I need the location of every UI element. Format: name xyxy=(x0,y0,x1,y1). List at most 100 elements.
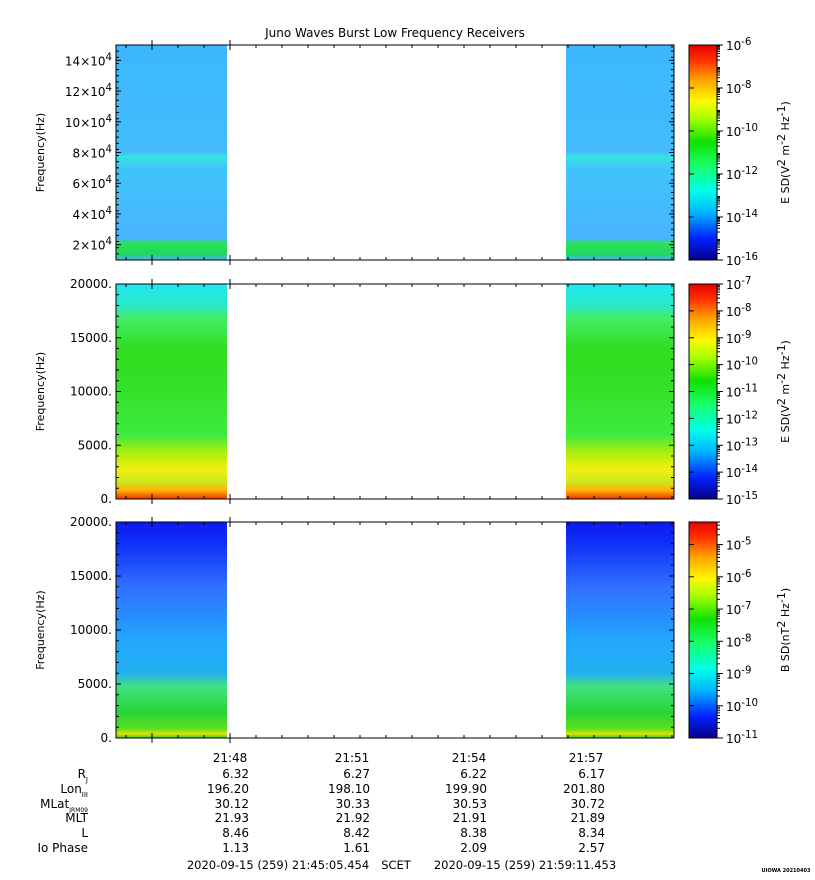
ephemeris-value: 30.53 xyxy=(453,797,487,811)
ephemeris-value: 198.10 xyxy=(328,782,370,796)
ephemeris-value: 30.72 xyxy=(571,797,605,811)
ephemeris-value: 1.61 xyxy=(343,841,370,855)
y-axis-label: Frequency(Hz) xyxy=(34,352,47,431)
colorbar-tick-label: 10-15 xyxy=(726,491,758,507)
y-tick-label: 12×104 xyxy=(65,83,112,99)
y-tick-label: 20000. xyxy=(70,515,112,529)
colorbar-tick-label: 10-14 xyxy=(726,209,758,225)
footer-stamp: UIOWA 20210403 xyxy=(762,868,811,874)
colorbar-tick-label: 10-6 xyxy=(726,569,751,585)
x-tick-label: 21:54 xyxy=(452,751,487,765)
figure-title: Juno Waves Burst Low Frequency Receivers xyxy=(264,26,525,40)
ephemeris-value: 8.46 xyxy=(222,826,249,840)
y-tick-label: 5000. xyxy=(78,677,112,691)
spectrogram-panel-top: 2×104 4×104 6×104 8×104 10×104 12×104 14×104 Fr… xyxy=(34,37,792,268)
y-tick-label: 10000. xyxy=(70,623,112,637)
spectrogram-data-block-1 xyxy=(116,284,227,499)
ephemeris-value: 201.80 xyxy=(563,782,605,796)
colorbar-label: B SD(nT2 Hz-1) xyxy=(775,588,792,672)
ephemeris-value: 30.33 xyxy=(336,797,370,811)
colorbar-tick-label: 10-8 xyxy=(726,633,751,649)
spectrogram-data-block-1 xyxy=(116,522,227,738)
panels: 2×104 4×104 6×104 8×104 10×104 12×104 14×104 Fr… xyxy=(34,37,792,746)
colorbar-scale xyxy=(688,521,718,739)
ephemeris-row-label: Io Phase xyxy=(37,841,88,855)
colorbar-tick-label: 10-12 xyxy=(726,166,758,182)
ephemeris-value: 2.09 xyxy=(460,841,487,855)
footer-scet-label: SCET xyxy=(381,858,412,872)
ephemeris-row: MLatJRM09 30.12 30.33 30.53 30.72 xyxy=(40,797,605,814)
y-tick-label: 15000. xyxy=(70,331,112,345)
colorbar-tick-label: 10-5 xyxy=(726,537,751,553)
colorbar-tick-label: 10-8 xyxy=(726,80,751,96)
colorbar-tick-label: 10-6 xyxy=(726,37,751,53)
colorbar-tick-label: 10-14 xyxy=(726,464,758,480)
colorbar-tick-label: 10-7 xyxy=(726,601,751,617)
y-tick-label: 8×104 xyxy=(73,145,112,161)
ephemeris-value: 21.92 xyxy=(336,811,370,825)
colorbar-tick-label: 10-10 xyxy=(726,123,758,139)
ephemeris-value: 21.93 xyxy=(215,811,249,825)
ephemeris-row: RJ 6.32 6.27 6.22 6.17 xyxy=(78,767,605,784)
spectrogram-data-block-2 xyxy=(566,522,674,738)
colorbar-tick-label: 10-13 xyxy=(726,437,758,453)
colorbar-tick-label: 10-11 xyxy=(726,730,758,746)
ephemeris-value: 6.22 xyxy=(460,767,487,781)
ephemeris-row-label: LonIII xyxy=(60,782,88,799)
x-tick-label: 21:48 xyxy=(213,751,248,765)
ephemeris-value: 199.90 xyxy=(445,782,487,796)
ephemeris-row: LonIII 196.20 198.10 199.90 201.80 xyxy=(60,782,605,799)
ephemeris-table: RJ 6.32 6.27 6.22 6.17 LonIII 196.20 198.10 199.… xyxy=(37,767,605,855)
ephemeris-value: 1.13 xyxy=(222,841,249,855)
footer-start-time: 2020-09-15 (259) 21:45:05.454 xyxy=(187,858,369,872)
y-tick-label: 5000. xyxy=(78,438,112,452)
y-tick-label: 20000. xyxy=(70,277,112,291)
ephemeris-value: 21.91 xyxy=(453,811,487,825)
ephemeris-row-label: MLatJRM09 xyxy=(40,797,88,814)
colorbar-tick-label: 10-10 xyxy=(726,698,758,714)
y-tick-label: 4×104 xyxy=(73,206,112,222)
colorbar-tick-label: 10-7 xyxy=(726,276,751,292)
ephemeris-row: Io Phase 1.13 1.61 2.09 2.57 xyxy=(37,841,605,855)
colorbar-tick-label: 10-12 xyxy=(726,410,758,426)
y-tick-label: 2×104 xyxy=(73,237,112,253)
ephemeris-value: 196.20 xyxy=(207,782,249,796)
spectrogram-data-block-2 xyxy=(566,284,674,499)
y-tick-label: 0. xyxy=(101,731,112,745)
ephemeris-value: 6.17 xyxy=(578,767,605,781)
y-tick-label: 10000. xyxy=(70,385,112,399)
ephemeris-row-label: L xyxy=(81,826,88,840)
colorbar: 10-7 10-8 10-9 10-10 10-11 10-12 10-13 10-14 10-… xyxy=(688,276,792,507)
ephemeris-value: 8.42 xyxy=(343,826,370,840)
ephemeris-row-label: RJ xyxy=(78,767,88,784)
x-tick-label: 21:51 xyxy=(335,751,370,765)
colorbar: 10-5 10-6 10-7 10-8 10-9 10-10 10-11 B SD(nT2 H… xyxy=(688,521,792,746)
y-tick-label: 15000. xyxy=(70,569,112,583)
spectrogram-panel-bottom: 0. 5000. 10000. 15000. 20000. Frequency(Hz) 10… xyxy=(34,515,792,746)
ephemeris-value: 6.27 xyxy=(343,767,370,781)
colorbar-tick-label: 10-16 xyxy=(726,252,758,268)
colorbar-tick-label: 10-9 xyxy=(726,666,751,682)
colorbar-tick-label: 10-9 xyxy=(726,330,751,346)
colorbar-tick-label: 10-10 xyxy=(726,357,758,373)
y-tick-label: 6×104 xyxy=(73,175,112,191)
colorbar-label: E SD(V2 m-2 Hz-1) xyxy=(775,340,792,443)
footer-end-time: 2020-09-15 (259) 21:59:11.453 xyxy=(434,858,616,872)
y-axis-label: Frequency(Hz) xyxy=(34,113,47,192)
spectrogram-data-block-1 xyxy=(116,45,227,260)
colorbar-tick-label: 10-11 xyxy=(726,384,758,400)
ephemeris-row-label: MLT xyxy=(65,811,88,825)
ephemeris-value: 6.32 xyxy=(222,767,249,781)
ephemeris-value: 2.57 xyxy=(578,841,605,855)
ephemeris-value: 8.38 xyxy=(460,826,487,840)
ephemeris-value: 30.12 xyxy=(215,797,249,811)
x-tick-label: 21:57 xyxy=(569,751,604,765)
ephemeris-row: L 8.46 8.42 8.38 8.34 xyxy=(81,826,605,840)
colorbar: 10-6 10-8 10-10 10-12 10-14 10-16 E SD(V2 m-2 … xyxy=(688,37,792,268)
colorbar-tick-label: 10-8 xyxy=(726,303,751,319)
ephemeris-value: 8.34 xyxy=(578,826,605,840)
y-tick-label: 0. xyxy=(101,492,112,506)
spectrogram-data-block-2 xyxy=(566,45,674,260)
x-axis-tick-labels: 21:48 21:51 21:54 21:57 xyxy=(213,751,604,765)
